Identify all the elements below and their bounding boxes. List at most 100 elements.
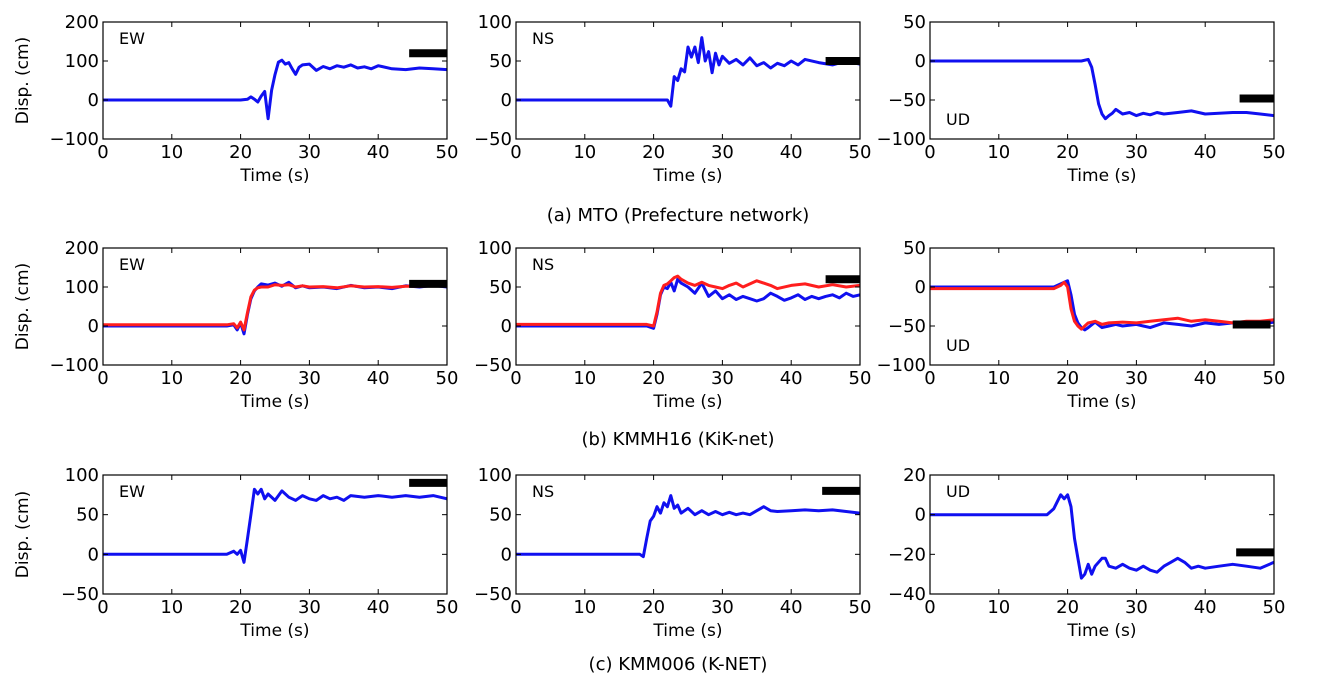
y-tick-label: 50 [76,505,99,526]
x-tick-label: 10 [573,368,596,389]
y-tick-label: −50 [888,316,926,337]
x-tick-label: 50 [849,142,872,163]
x-tick-label: 20 [642,368,665,389]
x-tick-label: 40 [367,368,390,389]
y-axis-label: Disp. (cm) [13,37,33,124]
series-line-blue [516,494,860,559]
x-tick-label: 50 [849,597,872,618]
y-tick-label: 0 [915,277,926,298]
series-line-blue [103,58,447,121]
component-label: EW [119,482,145,501]
y-tick-label: −50 [474,129,512,150]
y-axis-label: Disp. (cm) [13,263,33,350]
y-tick-label: 100 [65,465,99,486]
x-tick-label: 30 [711,368,734,389]
x-tick-label: 10 [160,368,183,389]
panel-b-ud: 0 10 20 30 40 50 −100 −50 0 50 UD Time (s) [877,238,1286,412]
y-tick-label: 200 [65,12,99,33]
y-tick-label: 50 [903,238,926,259]
y-tick-label: 0 [88,90,99,111]
y-tick-label: −100 [877,355,926,376]
x-tick-label: 10 [160,142,183,163]
y-tick-label: −20 [888,544,926,565]
y-tick-label: 0 [501,316,512,337]
component-label: UD [946,482,970,501]
y-tick-label: 100 [478,12,512,33]
x-axis-label: Time (s) [1066,166,1136,186]
series-line-blue [930,57,1274,121]
plot-frame [929,474,1275,595]
x-tick-label: 30 [298,597,321,618]
x-tick-label: 0 [97,597,108,618]
x-axis-label: Time (s) [652,392,722,412]
x-tick-label: 40 [1194,368,1217,389]
component-label: EW [119,29,145,48]
y-tick-label: 0 [88,316,99,337]
plot-frame [929,21,1275,140]
x-tick-label: 0 [510,142,521,163]
y-tick-label: 200 [65,238,99,259]
x-tick-label: 40 [780,597,803,618]
y-tick-label: 100 [65,277,99,298]
series-line-blue [103,487,447,564]
y-tick-label: 50 [903,12,926,33]
y-tick-label: 0 [501,90,512,111]
x-tick-label: 0 [924,142,935,163]
x-axis-label: Time (s) [239,392,309,412]
y-tick-label: 0 [501,544,512,565]
y-tick-label: −50 [474,584,512,605]
plot-frame [102,247,448,366]
series-line-red [930,280,1274,331]
x-tick-label: 50 [1263,142,1286,163]
x-tick-label: 20 [642,597,665,618]
plot-frame [929,247,1275,366]
x-tick-label: 10 [573,597,596,618]
x-tick-label: 30 [1125,597,1148,618]
y-tick-label: 100 [65,51,99,72]
plot-frame [515,474,861,595]
caption-b: (b) KMMH16 (KiK-net) [581,429,774,450]
x-tick-label: 0 [924,597,935,618]
x-tick-label: 40 [1194,142,1217,163]
caption-c: (c) KMM006 (K-NET) [589,654,768,675]
panel-c-ud: 0 10 20 30 40 50 −40 −20 0 20 UD Time (s) [888,465,1285,641]
x-tick-label: 50 [849,368,872,389]
y-tick-label: 50 [489,277,512,298]
x-tick-label: 30 [1125,142,1148,163]
x-tick-label: 10 [987,142,1010,163]
x-axis-label: Time (s) [652,621,722,641]
x-tick-label: 20 [229,142,252,163]
x-tick-label: 30 [711,597,734,618]
y-tick-label: −50 [61,584,99,605]
series-line-blue [930,279,1274,332]
y-tick-label: −100 [877,129,926,150]
component-label: UD [946,110,970,129]
x-axis-label: Time (s) [652,166,722,186]
x-tick-label: 0 [510,597,521,618]
y-tick-label: 0 [88,544,99,565]
y-tick-label: −50 [888,90,926,111]
x-axis-label: Time (s) [239,166,309,186]
x-tick-label: 40 [367,597,390,618]
component-label: NS [532,482,554,501]
y-tick-label: 20 [903,465,926,486]
x-tick-label: 10 [987,368,1010,389]
x-tick-label: 20 [1056,142,1079,163]
x-tick-label: 50 [436,597,459,618]
caption-a: (a) MTO (Prefecture network) [547,205,810,226]
y-tick-label: 100 [478,465,512,486]
component-label: NS [532,255,554,274]
x-axis-label: Time (s) [1066,392,1136,412]
x-tick-label: 30 [298,368,321,389]
x-tick-label: 50 [436,142,459,163]
component-label: UD [946,336,970,355]
plot-frame [515,21,861,140]
panel-a-ud: 0 10 20 30 40 50 −100 −50 0 50 UD Time (s) [877,12,1286,186]
x-axis-label: Time (s) [1066,621,1136,641]
